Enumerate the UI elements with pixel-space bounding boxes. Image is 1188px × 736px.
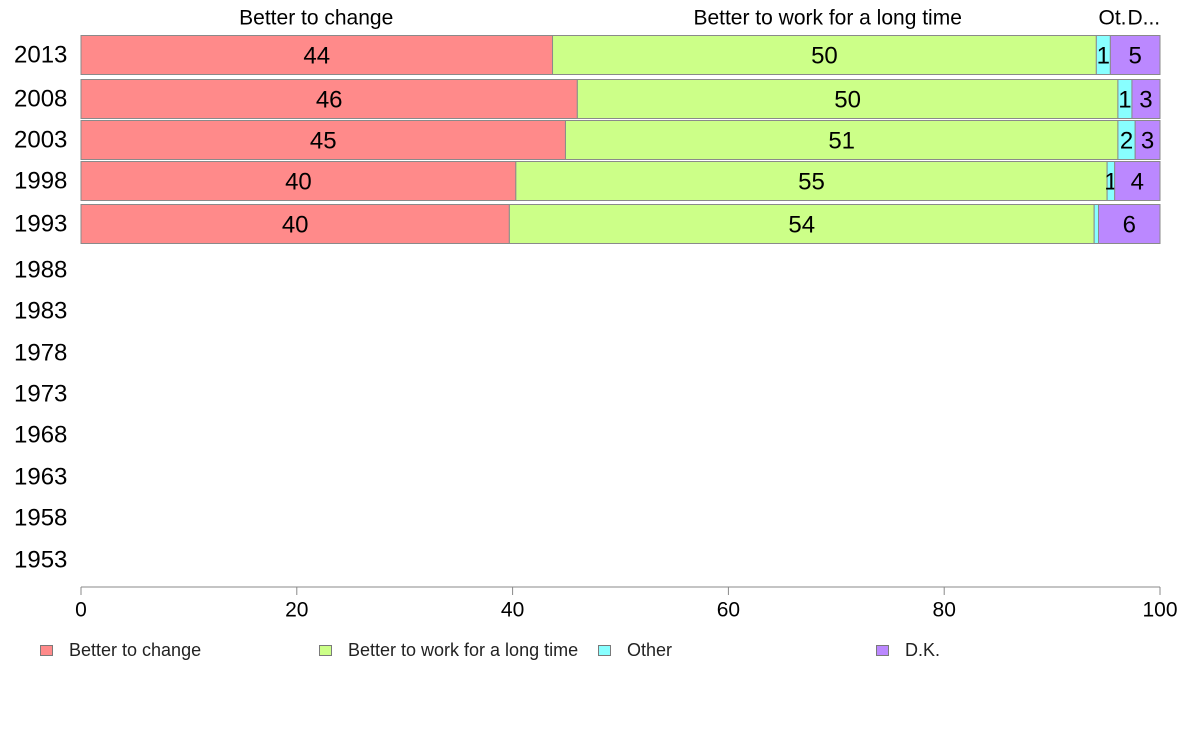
legend-item: Other bbox=[598, 640, 672, 661]
data-label: 6 bbox=[1123, 212, 1136, 239]
bar-segment bbox=[1109, 35, 1161, 75]
data-label: 1 bbox=[1097, 43, 1110, 70]
legend-label: Better to work for a long time bbox=[348, 640, 579, 660]
legend-item: Better to change bbox=[40, 640, 201, 661]
bar-segment bbox=[80, 35, 554, 75]
year-label: 1978 bbox=[14, 340, 67, 367]
year-label: 1993 bbox=[14, 211, 67, 238]
year-label: 1968 bbox=[14, 422, 67, 449]
bar-segment bbox=[80, 120, 566, 160]
legend-item: D.K. bbox=[876, 640, 940, 661]
year-label: 1963 bbox=[14, 464, 67, 491]
data-label: 3 bbox=[1141, 128, 1154, 155]
top-series-label: Ot. bbox=[1099, 7, 1127, 30]
data-label: 2 bbox=[1120, 128, 1133, 155]
legend-item: Better to work for a long time bbox=[319, 640, 578, 661]
year-label: 1953 bbox=[14, 547, 67, 574]
data-label: 50 bbox=[834, 87, 861, 114]
year-label: 2003 bbox=[14, 127, 67, 154]
bar-segment bbox=[1114, 161, 1161, 201]
top-series-label: Better to work for a long time bbox=[693, 7, 961, 30]
bar-segment bbox=[515, 161, 1108, 201]
legend-swatch bbox=[876, 645, 889, 656]
x-tick-label: 40 bbox=[501, 599, 524, 622]
top-series-label: Better to change bbox=[239, 7, 393, 30]
data-label: 50 bbox=[811, 43, 838, 70]
data-label: 40 bbox=[285, 169, 312, 196]
data-label: 51 bbox=[828, 128, 855, 155]
x-tick-label: 60 bbox=[717, 599, 740, 622]
data-label: 4 bbox=[1131, 169, 1144, 196]
bar-segment bbox=[1134, 120, 1161, 160]
bar-segment bbox=[552, 35, 1097, 75]
data-label: 3 bbox=[1139, 87, 1152, 114]
data-label: 40 bbox=[282, 212, 309, 239]
x-tick-label: 20 bbox=[285, 599, 308, 622]
year-label: 1998 bbox=[14, 168, 67, 195]
legend-swatch bbox=[598, 645, 611, 656]
x-tick-label: 100 bbox=[1142, 599, 1177, 622]
year-label: 1983 bbox=[14, 298, 67, 325]
bar-segment bbox=[80, 79, 578, 119]
legend-swatch bbox=[319, 645, 332, 656]
data-label: 5 bbox=[1129, 43, 1142, 70]
year-label: 1958 bbox=[14, 505, 67, 532]
bar-segment bbox=[1097, 204, 1161, 244]
top-series-label: D... bbox=[1127, 7, 1160, 30]
bar-segment bbox=[1131, 79, 1161, 119]
legend-swatch bbox=[40, 645, 53, 656]
x-tick-label: 0 bbox=[75, 599, 87, 622]
bar-segment bbox=[80, 204, 510, 244]
year-label: 1988 bbox=[14, 257, 67, 284]
legend-label: Other bbox=[627, 640, 673, 660]
bar-segment bbox=[1093, 204, 1099, 244]
bar-segment bbox=[576, 79, 1119, 119]
year-label: 1973 bbox=[14, 381, 67, 408]
data-label: 44 bbox=[303, 43, 330, 70]
legend-label: D.K. bbox=[905, 640, 941, 660]
bar-segment bbox=[564, 120, 1119, 160]
chart-legend: Better to change Better to work for a lon… bbox=[40, 640, 1160, 662]
data-label: 46 bbox=[316, 87, 343, 114]
year-label: 2013 bbox=[14, 42, 67, 69]
legend-label: Better to change bbox=[69, 640, 202, 660]
x-tick-label: 80 bbox=[933, 599, 956, 622]
bar-segment bbox=[508, 204, 1095, 244]
bar-segment bbox=[80, 161, 517, 201]
year-label: 2008 bbox=[14, 86, 67, 113]
data-label: 1 bbox=[1118, 87, 1131, 114]
data-label: 45 bbox=[310, 128, 337, 155]
data-label: 54 bbox=[788, 212, 815, 239]
data-label: 55 bbox=[798, 169, 825, 196]
